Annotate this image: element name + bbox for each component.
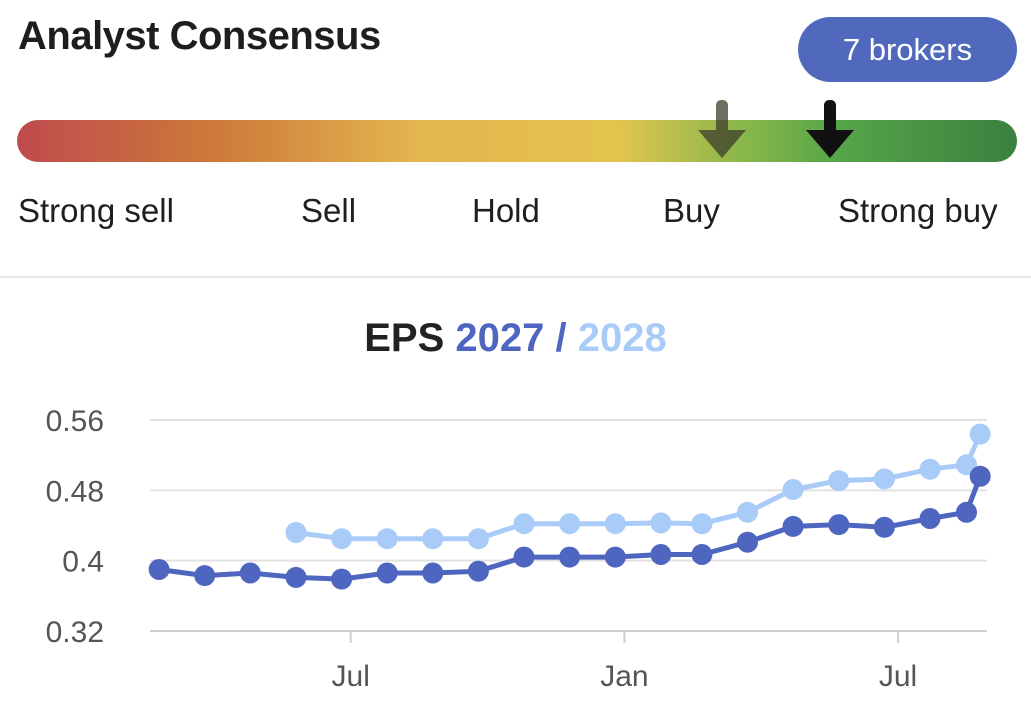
data-point-2027 — [782, 515, 804, 537]
data-point-2027 — [559, 546, 581, 568]
x-tick-label: Jan — [600, 660, 648, 693]
data-point-2027 — [422, 562, 444, 584]
eps-chart-title: EPS 2027 / 2028 — [0, 316, 1031, 361]
data-point-2028 — [873, 468, 895, 490]
data-point-2027 — [513, 546, 535, 568]
x-tick-label: Jul — [879, 660, 917, 693]
brokers-count-badge[interactable]: 7 brokers — [798, 17, 1017, 82]
data-point-2027 — [285, 566, 307, 588]
data-point-2028 — [513, 513, 535, 535]
scale-label-sell: Sell — [301, 192, 357, 229]
data-point-2027 — [873, 516, 895, 538]
data-point-2028 — [559, 513, 581, 535]
current-consensus-arrow-icon — [806, 100, 854, 158]
data-point-2028 — [828, 470, 850, 492]
scale-label-hold: Hold — [472, 192, 540, 229]
data-point-2028 — [285, 522, 307, 543]
scale-label-strong-buy: Strong buy — [838, 192, 998, 229]
y-tick-label: 0.32 — [46, 616, 104, 649]
scale-label-buy: Buy — [663, 192, 720, 229]
data-point-2028 — [691, 513, 713, 535]
data-point-2027 — [969, 465, 991, 487]
data-point-2027 — [828, 514, 850, 536]
data-point-2027 — [737, 531, 758, 553]
data-point-2027 — [691, 544, 713, 565]
data-point-2028 — [737, 501, 758, 523]
data-point-2028 — [422, 528, 444, 550]
data-point-2027 — [467, 560, 489, 582]
y-tick-label: 0.4 — [62, 546, 104, 579]
x-tick-label: Jul — [332, 660, 370, 693]
data-point-2027 — [919, 508, 941, 529]
data-point-2027 — [956, 501, 977, 523]
data-point-2028 — [782, 479, 804, 500]
chart-title-separator: / — [555, 316, 567, 360]
chart-title-series-2027[interactable]: 2027 — [455, 316, 545, 360]
data-point-2028 — [919, 458, 941, 480]
scale-label-strong-sell: Strong sell — [18, 192, 174, 229]
data-point-2028 — [956, 454, 977, 476]
y-tick-label: 0.48 — [46, 475, 104, 508]
data-point-2028 — [467, 528, 489, 550]
y-tick-label: 0.56 — [46, 405, 104, 438]
section-divider — [0, 276, 1031, 278]
data-point-2028 — [604, 513, 626, 535]
chart-title-series-2028[interactable]: 2028 — [577, 316, 667, 360]
data-point-2027 — [148, 559, 170, 580]
data-point-2028 — [650, 512, 672, 534]
data-point-2028 — [331, 528, 353, 550]
data-point-2027 — [239, 562, 261, 584]
analyst-consensus-title: Analyst Consensus — [18, 14, 381, 58]
data-point-2027 — [604, 546, 626, 568]
data-point-2028 — [969, 423, 991, 445]
chart-title-prefix: EPS — [364, 316, 445, 360]
data-point-2027 — [194, 565, 216, 587]
data-point-2027 — [331, 568, 353, 590]
data-point-2027 — [650, 544, 672, 565]
data-point-2027 — [376, 562, 398, 584]
previous-consensus-arrow-icon — [698, 100, 746, 158]
consensus-gauge-bar — [17, 120, 1017, 162]
data-point-2028 — [376, 528, 398, 550]
